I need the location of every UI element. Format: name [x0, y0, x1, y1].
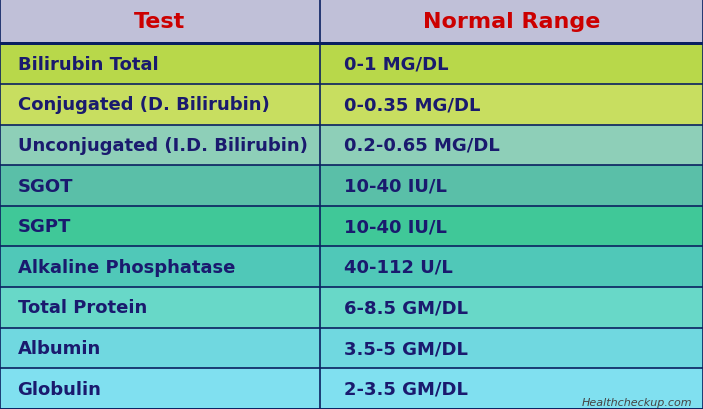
Text: 0-1 MG/DL: 0-1 MG/DL [344, 56, 449, 74]
Text: 2-3.5 GM/DL: 2-3.5 GM/DL [344, 380, 468, 398]
Text: SGPT: SGPT [18, 218, 71, 236]
Bar [320, 166, 703, 206]
Text: Healthcheckup.com: Healthcheckup.com [582, 397, 692, 407]
Text: SGOT: SGOT [18, 177, 73, 195]
Bar [320, 288, 703, 328]
Bar [320, 328, 703, 369]
Text: Conjugated (D. Bilirubin): Conjugated (D. Bilirubin) [18, 96, 269, 114]
Text: Bilirubin Total: Bilirubin Total [18, 56, 158, 74]
Text: Total Protein: Total Protein [18, 299, 147, 317]
Bar [320, 369, 703, 409]
Text: Globulin: Globulin [18, 380, 101, 398]
Text: Test: Test [134, 12, 186, 32]
Text: 10-40 IU/L: 10-40 IU/L [344, 218, 447, 236]
Bar [320, 44, 703, 85]
Bar [0, 166, 320, 206]
Bar [320, 206, 703, 247]
Text: 0-0.35 MG/DL: 0-0.35 MG/DL [344, 96, 481, 114]
Text: Normal Range: Normal Range [423, 12, 600, 32]
Text: Albumin: Albumin [18, 339, 101, 357]
Bar [0, 125, 320, 166]
Bar [0, 369, 320, 409]
Bar [320, 247, 703, 288]
Text: 0.2-0.65 MG/DL: 0.2-0.65 MG/DL [344, 137, 501, 155]
Bar [0, 288, 320, 328]
Text: 6-8.5 GM/DL: 6-8.5 GM/DL [344, 299, 468, 317]
Bar [0, 0, 703, 44]
Bar [0, 247, 320, 288]
Text: Unconjugated (I.D. Bilirubin): Unconjugated (I.D. Bilirubin) [18, 137, 307, 155]
Bar [0, 85, 320, 125]
Bar [0, 328, 320, 369]
Bar [0, 44, 320, 85]
Text: Alkaline Phosphatase: Alkaline Phosphatase [18, 258, 235, 276]
Text: 3.5-5 GM/DL: 3.5-5 GM/DL [344, 339, 468, 357]
Bar [320, 125, 703, 166]
Bar [320, 85, 703, 125]
Bar [0, 206, 320, 247]
Text: 10-40 IU/L: 10-40 IU/L [344, 177, 447, 195]
Text: 40-112 U/L: 40-112 U/L [344, 258, 453, 276]
